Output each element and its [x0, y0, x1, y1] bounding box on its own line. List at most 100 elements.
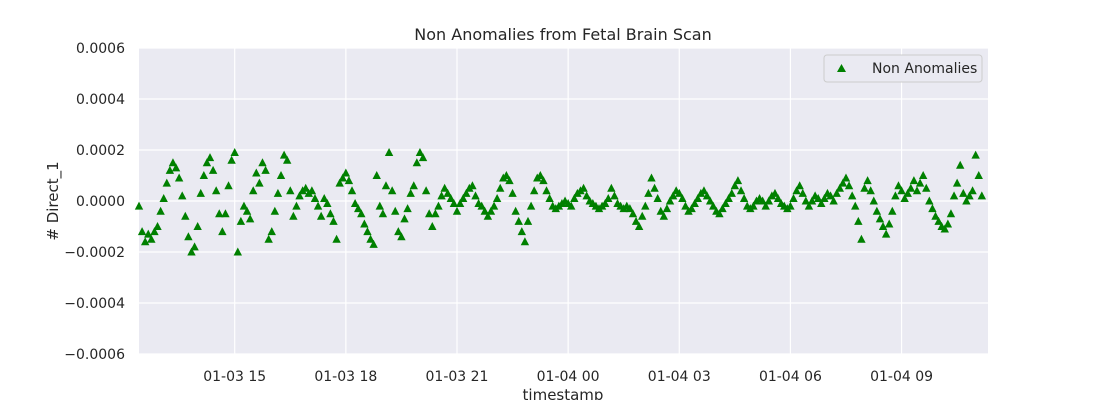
data-point: [496, 183, 505, 192]
data-point: [798, 188, 807, 197]
data-point: [650, 183, 659, 192]
data-point: [644, 188, 653, 197]
data-point: [332, 234, 341, 243]
data-point: [449, 199, 459, 208]
data-point: [505, 176, 514, 185]
data-point: [885, 219, 894, 228]
data-point: [400, 214, 409, 223]
data-point: [462, 188, 471, 197]
data-point: [795, 181, 804, 190]
data-point: [239, 201, 249, 210]
data-point: [329, 216, 338, 225]
data-point: [511, 206, 520, 215]
data-point: [838, 178, 848, 187]
data-point: [715, 209, 724, 218]
data-point: [656, 206, 665, 215]
data-point: [804, 201, 814, 210]
data-point: [925, 196, 934, 205]
data-point: [847, 191, 857, 200]
data-point: [137, 227, 147, 236]
data-point: [446, 193, 456, 202]
data-point: [144, 229, 153, 238]
data-point: [409, 181, 418, 190]
data-point: [258, 158, 267, 167]
data-point: [369, 239, 378, 248]
data-point: [140, 237, 150, 246]
data-point: [733, 176, 743, 185]
data-point: [208, 165, 218, 174]
data-point: [165, 165, 175, 174]
data-point: [264, 234, 273, 243]
data-point: [168, 158, 178, 167]
data-point: [600, 199, 610, 208]
data-point: [295, 191, 304, 200]
x-tick-labels: 01-03 15 01-03 18 01-03 21 01-04 00 01-04 03…: [203, 369, 933, 385]
data-point: [326, 209, 335, 218]
data-point: [770, 188, 780, 197]
data-point: [486, 206, 496, 215]
data-point: [934, 216, 943, 225]
data-point: [668, 191, 678, 200]
data-points: [134, 148, 987, 256]
data-point: [965, 191, 974, 200]
data-point: [221, 209, 230, 218]
data-point: [727, 188, 736, 197]
data-point: [273, 188, 283, 197]
data-point: [190, 242, 199, 251]
data-point: [227, 155, 236, 164]
data-point: [641, 201, 650, 210]
data-point: [888, 206, 897, 215]
data-point: [854, 216, 863, 225]
data-point: [347, 186, 357, 195]
data-point: [814, 193, 823, 202]
legend: Non Anomalies: [823, 54, 983, 83]
data-point: [909, 176, 919, 185]
data-point: [807, 196, 817, 205]
data-point: [421, 186, 431, 195]
data-point: [184, 232, 193, 241]
data-point: [437, 191, 446, 200]
y-tick-label: 0.0004: [76, 92, 125, 108]
data-point: [378, 209, 388, 218]
y-tick-labels: 0.0006 0.0004 0.0002 0.0000 −0.0002 −0.0004 −0…: [64, 41, 125, 363]
data-point: [638, 211, 647, 220]
data-point: [857, 234, 866, 243]
data-point: [335, 178, 344, 187]
data-point: [375, 201, 385, 210]
data-point: [536, 171, 545, 179]
y-tick-label: −0.0002: [64, 245, 125, 261]
data-point: [218, 227, 227, 236]
y-tick-label: −0.0006: [64, 347, 125, 363]
data-point: [415, 148, 425, 157]
data-point: [974, 171, 983, 179]
data-point: [205, 153, 215, 162]
x-tick-label: 01-03 18: [314, 369, 377, 385]
data-point: [279, 150, 289, 159]
data-point: [292, 201, 301, 210]
data-point: [387, 186, 397, 195]
data-point: [162, 178, 171, 187]
data-point: [153, 222, 162, 230]
data-point: [869, 196, 878, 205]
data-point: [517, 227, 527, 236]
data-point: [508, 188, 517, 197]
data-point: [604, 193, 613, 202]
data-point: [665, 196, 675, 205]
data-point: [471, 191, 480, 200]
data-point: [841, 173, 851, 182]
data-point: [792, 186, 801, 195]
data-point: [634, 222, 644, 230]
data-point: [224, 181, 233, 190]
data-point: [906, 183, 916, 192]
x-tick-label: 01-04 09: [870, 369, 933, 385]
data-point: [418, 153, 428, 162]
data-point: [891, 191, 900, 200]
data-point: [249, 186, 258, 195]
data-point: [912, 186, 922, 195]
data-point: [832, 188, 841, 197]
data-point: [817, 199, 826, 208]
data-point: [764, 196, 774, 205]
data-point: [690, 199, 699, 208]
data-point: [724, 193, 733, 202]
